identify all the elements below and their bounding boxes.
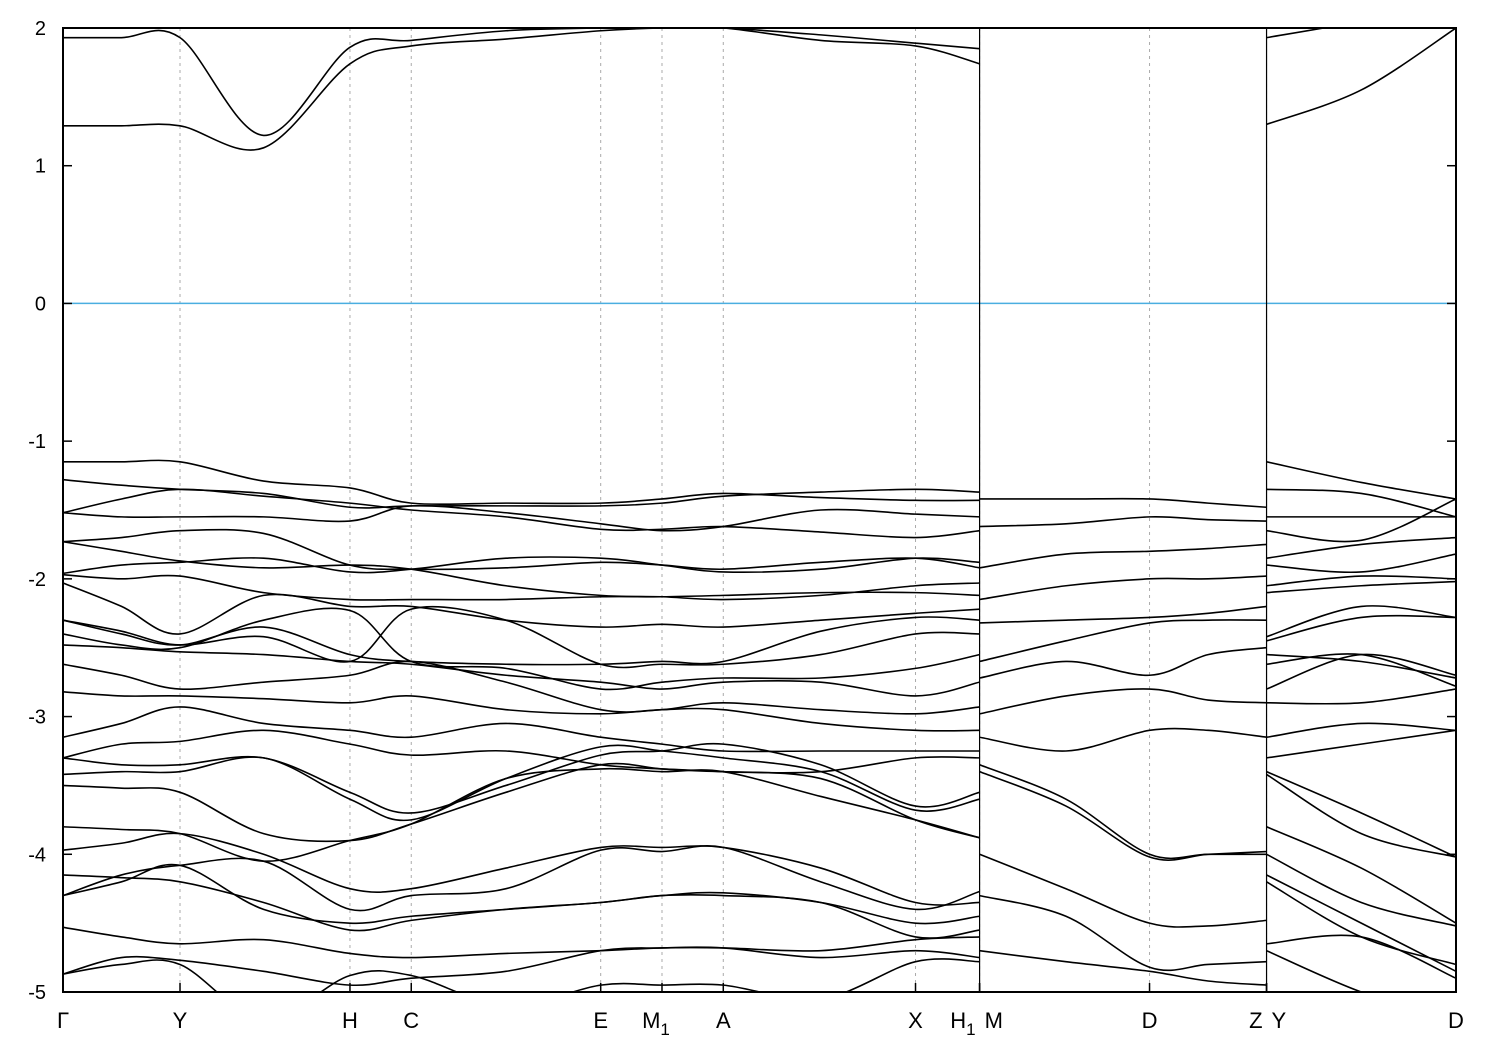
band-line xyxy=(63,540,980,601)
segment-Γ-Y-H-C-E-M1-A-X-H1 xyxy=(63,28,980,992)
xtick-label: C xyxy=(403,1008,419,1033)
band-line xyxy=(979,770,1267,861)
xtick-label: X xyxy=(908,1008,923,1033)
band-line xyxy=(63,845,980,912)
xtick-label: A xyxy=(716,1008,731,1033)
band-line xyxy=(63,488,980,539)
band-line xyxy=(63,744,980,822)
band-line xyxy=(63,644,980,697)
band-line xyxy=(1266,688,1456,705)
band-line xyxy=(63,742,980,814)
xtick-label: Z xyxy=(1249,1008,1262,1033)
band-line xyxy=(1266,722,1456,739)
band-line xyxy=(979,688,1267,715)
band-line xyxy=(979,543,1267,569)
band-line xyxy=(1266,729,1456,759)
band-line xyxy=(63,958,980,992)
band-line xyxy=(63,660,980,715)
band-line xyxy=(63,528,980,571)
band-line xyxy=(63,767,980,862)
band-line xyxy=(1266,853,1456,927)
band-line xyxy=(63,607,980,691)
band-line xyxy=(1266,488,1456,518)
band-line xyxy=(1266,653,1456,690)
xtick-label: D xyxy=(1448,1008,1464,1033)
band-line xyxy=(1266,553,1456,574)
xtick-label: E xyxy=(593,1008,608,1033)
band-line xyxy=(63,605,980,669)
band-line xyxy=(1266,949,1364,992)
band-line xyxy=(1266,826,1456,924)
band-line xyxy=(1266,934,1456,979)
xtick-label: M xyxy=(985,1008,1003,1033)
band-line xyxy=(63,946,980,987)
band-line xyxy=(63,926,980,959)
band-line xyxy=(979,894,1267,972)
band-line xyxy=(979,727,1267,752)
band-line xyxy=(1266,580,1456,594)
segment-M-D-Z xyxy=(979,497,1267,986)
band-line xyxy=(1266,461,1456,500)
band-line xyxy=(1266,874,1456,973)
band-line xyxy=(979,515,1267,528)
band-line xyxy=(63,459,980,506)
ytick-label: 2 xyxy=(35,18,46,40)
ytick-label: -1 xyxy=(28,431,46,453)
band-line xyxy=(63,863,980,939)
ytick-label: -3 xyxy=(28,707,46,729)
band-line xyxy=(1266,605,1456,638)
band-line xyxy=(1266,773,1456,858)
band-line xyxy=(1266,28,1456,126)
ytick-label: 1 xyxy=(35,156,46,178)
segment-Y-D xyxy=(1266,28,1456,992)
band-line xyxy=(1266,770,1456,858)
band-line xyxy=(63,573,980,601)
ytick-label: 0 xyxy=(35,293,46,315)
band-line xyxy=(1266,28,1329,39)
band-line xyxy=(979,764,1267,860)
band-line xyxy=(63,616,980,666)
band-line xyxy=(63,690,980,732)
ytick-label: -5 xyxy=(28,982,46,1004)
band-line xyxy=(1266,498,1456,543)
band-line xyxy=(1266,653,1456,679)
xtick-label: H1 xyxy=(950,1008,975,1039)
band-line xyxy=(979,575,1267,601)
band-line xyxy=(979,619,1267,663)
band-line xyxy=(63,832,980,906)
bands xyxy=(63,28,1456,992)
band-line xyxy=(63,504,980,532)
band-line xyxy=(979,646,1267,679)
x-axis: Γ Y H C E M1 A X H1 M D Z Y D xyxy=(57,983,1464,1039)
band-line xyxy=(63,706,980,753)
band-line xyxy=(1266,614,1456,642)
y-axis: -5 -4 -3 -2 -1 0 1 2 xyxy=(28,18,1456,1004)
ytick-label: -4 xyxy=(28,844,46,866)
xtick-label: M1 xyxy=(642,1008,670,1039)
xtick-label: H xyxy=(342,1008,358,1033)
xtick-label: Γ xyxy=(57,1008,69,1033)
band-line xyxy=(979,949,1267,986)
path-break-lines xyxy=(978,28,1268,992)
band-line xyxy=(63,28,980,137)
xtick-label: Y xyxy=(1272,1008,1287,1033)
band-line xyxy=(1266,536,1456,559)
band-line xyxy=(63,28,980,151)
xtick-label: Y xyxy=(173,1008,188,1033)
band-line xyxy=(1266,653,1456,688)
plot-frame xyxy=(62,27,1457,993)
xtick-label: D xyxy=(1142,1008,1158,1033)
band-line xyxy=(63,556,980,575)
band-line xyxy=(979,853,1267,928)
band-line xyxy=(979,497,1267,509)
band-line xyxy=(1266,575,1456,587)
ytick-label: -2 xyxy=(28,569,46,591)
band-line xyxy=(63,762,980,843)
band-line xyxy=(979,605,1267,624)
